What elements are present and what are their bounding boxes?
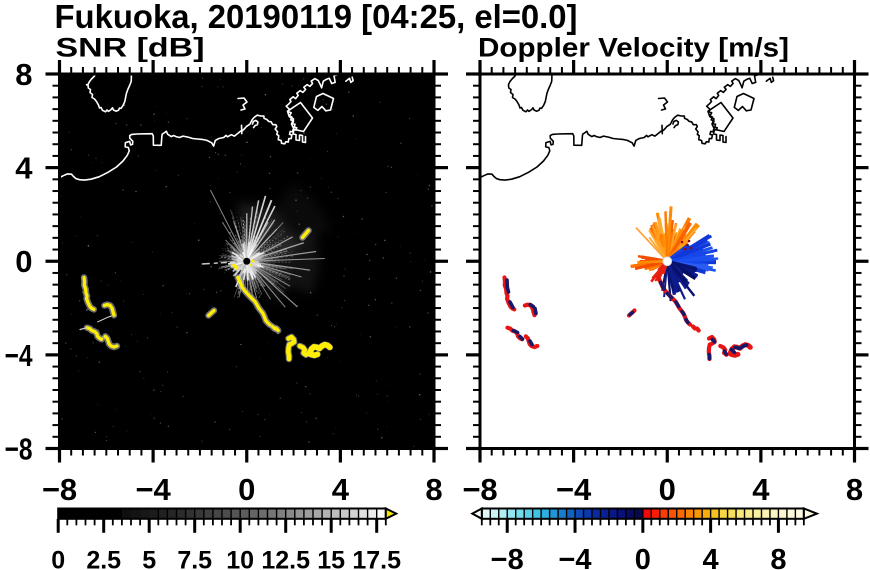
svg-text:−4: −4 (135, 472, 171, 507)
svg-text:8: 8 (425, 472, 442, 507)
svg-text:−4: −4 (556, 472, 592, 507)
svg-text:4: 4 (752, 472, 770, 507)
svg-text:12.5: 12.5 (261, 547, 310, 570)
svg-text:4: 4 (703, 544, 719, 570)
svg-text:−8: −8 (491, 544, 524, 570)
svg-text:SNR [dB]: SNR [dB] (56, 33, 205, 63)
svg-text:−8: −8 (42, 472, 77, 507)
svg-text:0: 0 (51, 547, 65, 570)
svg-text:7.5: 7.5 (177, 547, 212, 570)
svg-text:−8: −8 (5, 432, 33, 467)
svg-text:−4: −4 (5, 338, 34, 373)
svg-text:5: 5 (142, 547, 156, 570)
svg-text:Fukuoka, 20190119 [04:25, el=0: Fukuoka, 20190119 [04:25, el=0.0] (55, 0, 578, 35)
svg-text:0: 0 (238, 472, 255, 507)
svg-text:2.5: 2.5 (86, 547, 121, 570)
svg-text:8: 8 (770, 544, 786, 570)
svg-text:0: 0 (659, 472, 676, 507)
svg-text:0: 0 (635, 544, 651, 570)
svg-text:17.5: 17.5 (352, 547, 401, 570)
svg-text:10: 10 (226, 547, 254, 570)
svg-text:−4: −4 (558, 544, 591, 570)
svg-text:15: 15 (317, 547, 345, 570)
svg-text:Doppler Velocity [m/s]: Doppler Velocity [m/s] (478, 33, 789, 63)
svg-text:4: 4 (332, 472, 350, 507)
svg-text:8: 8 (15, 57, 32, 92)
svg-text:0: 0 (15, 244, 32, 279)
svg-text:4: 4 (15, 151, 33, 186)
svg-text:8: 8 (846, 472, 863, 507)
svg-text:−8: −8 (462, 472, 497, 507)
